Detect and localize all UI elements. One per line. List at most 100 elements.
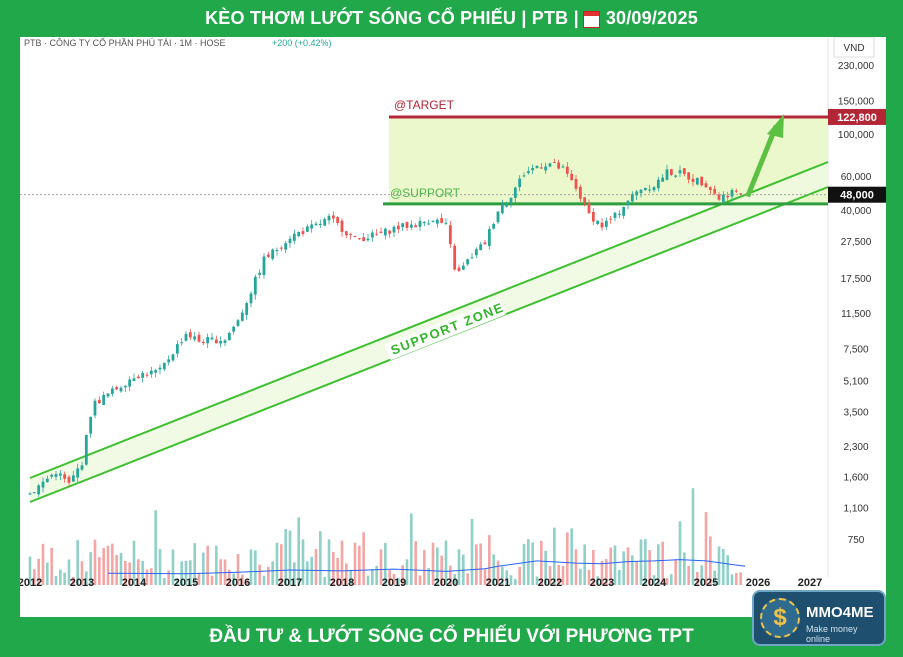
volume-bar (228, 569, 231, 585)
candle-body (37, 485, 41, 495)
candle-body (327, 215, 331, 221)
candle-body (219, 340, 223, 344)
candle-body (613, 212, 617, 218)
candle-body (401, 223, 405, 228)
volume-bar (28, 556, 32, 585)
candle-body (708, 187, 712, 191)
candle-body (115, 387, 119, 390)
candle-body (128, 379, 132, 387)
volume-bar (37, 558, 40, 585)
volume-bar (80, 561, 84, 585)
candle-body (414, 225, 418, 228)
volume-bar (349, 569, 352, 585)
candle-body (76, 468, 80, 478)
volume-bar (674, 559, 677, 585)
volume-bar (670, 574, 673, 585)
candle-body (336, 217, 340, 224)
candle-body (479, 244, 483, 250)
candle-body (522, 175, 526, 177)
volume-bar (496, 560, 500, 585)
candle-body (28, 493, 32, 495)
candle-body (721, 194, 725, 202)
volume-bar (600, 560, 604, 585)
y-tick-label: 2,300 (843, 442, 868, 453)
volume-bar (691, 488, 695, 585)
volume-bar (470, 518, 474, 585)
currency-badge-box (833, 36, 875, 58)
volume-bar (301, 539, 305, 585)
candle-body (67, 476, 71, 483)
volume-bar (215, 545, 218, 585)
volume-bar (392, 573, 396, 585)
volume-bar (657, 544, 660, 585)
volume-bar (587, 570, 591, 585)
chart-panel[interactable]: VND PTB · CÔNG TY CỔ PHẦN PHÚ TÀI · 1M · … (18, 36, 886, 617)
volume-bar (479, 543, 482, 585)
x-tick-label: 2012 (20, 577, 42, 589)
volume-bar (76, 540, 79, 585)
volume-bar (509, 575, 513, 585)
volume-bar (271, 561, 274, 585)
candle-body (578, 186, 582, 199)
volume-bar (314, 548, 318, 585)
volume-bar (683, 552, 686, 585)
volume-bar (501, 566, 504, 585)
candle-body (466, 259, 470, 265)
candle-body (106, 393, 110, 397)
candle-body (570, 173, 574, 181)
volume-bar (557, 564, 560, 585)
candle-body (726, 195, 730, 198)
volume-bar (436, 547, 439, 585)
y-tick-label: 5,100 (843, 376, 868, 387)
price-chart[interactable]: VND PTB · CÔNG TY CỔ PHẦN PHÚ TÀI · 1M · … (18, 36, 886, 617)
candle-body (245, 303, 249, 315)
candle-body (201, 341, 205, 344)
volume-bar (340, 540, 344, 585)
candle-body (526, 171, 530, 174)
candle-body (470, 257, 474, 259)
volume-bar (466, 573, 469, 585)
candle-body (596, 220, 600, 224)
candle-body (600, 222, 604, 228)
last-price-value: 48,000 (840, 190, 874, 202)
y-tick-label: 60,000 (841, 172, 872, 183)
candle-body (375, 233, 379, 235)
candle-body (318, 223, 322, 225)
x-tick-label: 2025 (694, 577, 718, 589)
volume-bar (722, 548, 725, 585)
candle-body (396, 225, 400, 230)
volume-bar (423, 550, 426, 585)
volume-bar (505, 570, 508, 585)
candle-body (505, 202, 509, 207)
candle-body (297, 232, 301, 237)
volume-bar (444, 540, 448, 585)
candle-body (691, 178, 695, 183)
volume-bar (132, 540, 136, 585)
candle-body (45, 478, 49, 483)
volume-bar (50, 547, 53, 585)
volume-bar (652, 575, 656, 585)
candle-body (258, 272, 262, 275)
candle-body (656, 179, 660, 189)
candle-body (227, 332, 231, 341)
volume-bar (483, 569, 487, 585)
volume-bar (717, 546, 721, 585)
volume-bar (518, 566, 521, 585)
volume-bar (150, 568, 153, 585)
volume-bar (163, 578, 166, 585)
candle-body (80, 465, 84, 470)
logo-tagline: Make money online (806, 624, 858, 644)
y-tick-label: 750 (848, 535, 865, 546)
volume-bar (579, 568, 582, 585)
volume-bar (41, 543, 45, 585)
volume-bar (297, 517, 300, 585)
volume-bar (176, 578, 179, 585)
candle-body (136, 376, 140, 379)
volume-bar (111, 543, 114, 585)
candle-body (357, 238, 361, 240)
candle-body (453, 245, 457, 270)
candle-body (149, 370, 153, 375)
volume-bar (184, 560, 188, 585)
volume-bar (219, 559, 222, 585)
volume-bar (167, 570, 170, 585)
